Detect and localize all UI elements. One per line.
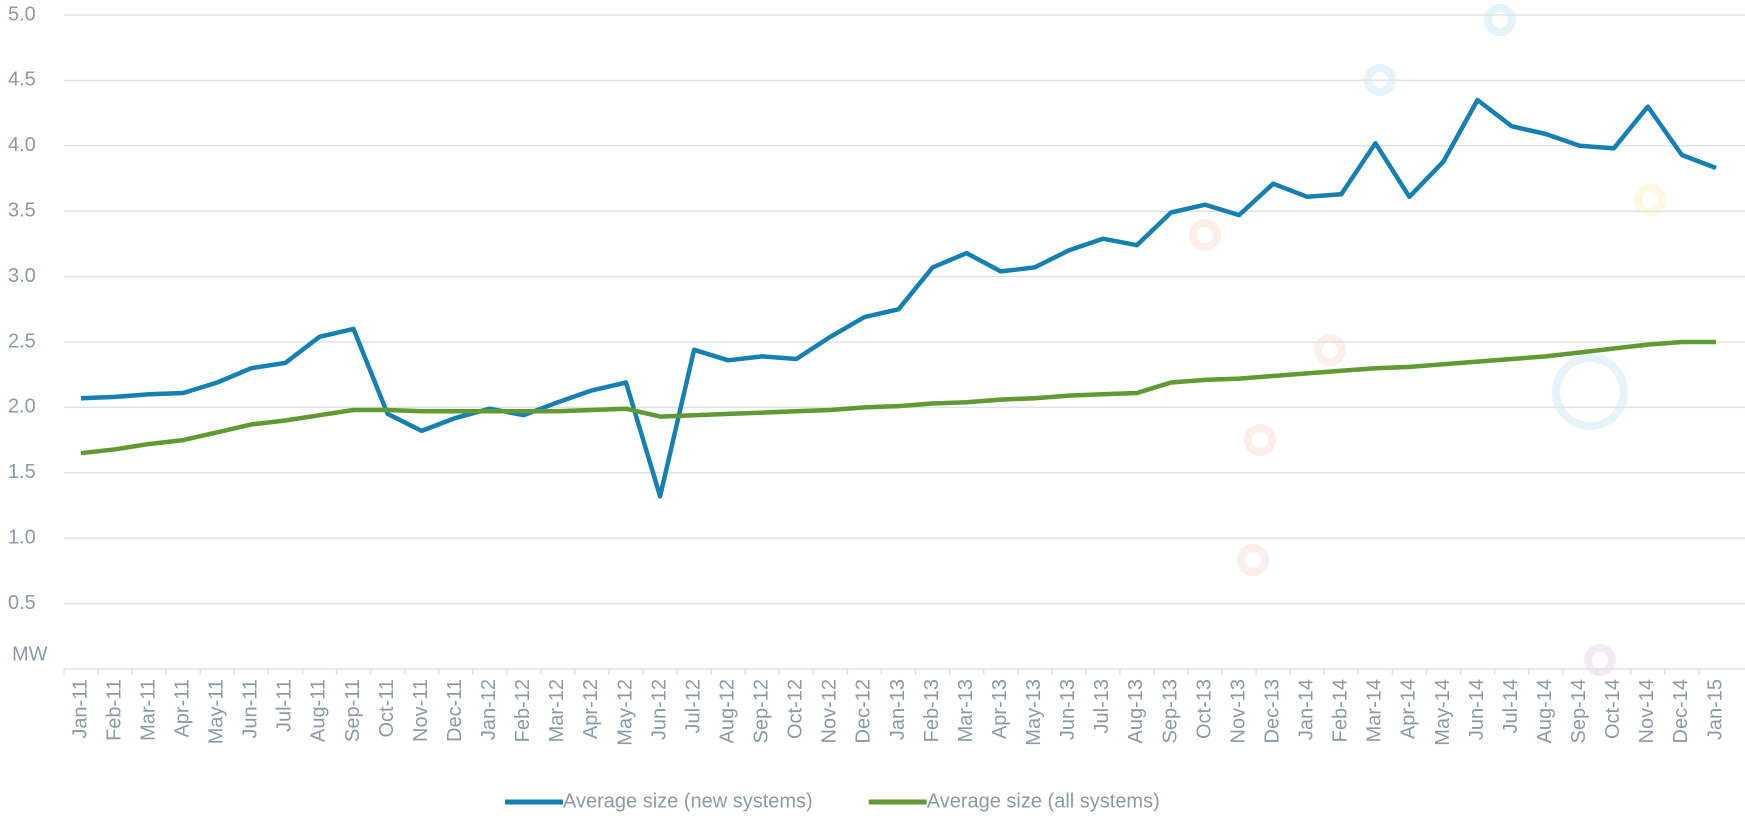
x-tick-label: Oct-13 — [1193, 679, 1215, 739]
y-tick-label: 1.5 — [8, 461, 36, 483]
x-tick-label: Nov-12 — [819, 679, 841, 743]
x-tick-label: Nov-13 — [1227, 679, 1249, 743]
x-tick-label: Jul-14 — [1500, 679, 1522, 733]
x-tick-label: Feb-13 — [921, 679, 943, 742]
x-tick-label: Feb-11 — [103, 679, 125, 741]
y-tick-label: 2.0 — [8, 396, 36, 418]
y-tick-label: 4.5 — [8, 69, 36, 91]
x-tick-label: Jul-13 — [1091, 679, 1113, 733]
x-tick-label: Apr-13 — [989, 679, 1011, 739]
x-tick-label: Aug-14 — [1534, 679, 1556, 744]
x-tick-label: Mar-12 — [546, 679, 568, 742]
x-tick-label: Jan-15 — [1704, 679, 1726, 740]
background-decoration — [1193, 8, 1662, 672]
y-tick-label: 5.0 — [8, 3, 36, 25]
y-tick-label: 4.0 — [8, 134, 36, 156]
x-tick-label: Dec-12 — [853, 679, 875, 743]
y-tick-label: 2.5 — [8, 330, 36, 352]
y-tick-label: 0.5 — [8, 592, 36, 614]
x-tick-label: Mar-13 — [955, 679, 977, 742]
x-tick-label: May-13 — [1023, 679, 1045, 746]
x-tick-label: Jan-13 — [887, 679, 909, 740]
x-tick-label: Feb-14 — [1330, 679, 1352, 742]
x-tick-label: Nov-11 — [410, 679, 432, 742]
x-tick-label: Aug-11 — [308, 679, 330, 742]
x-tick-label: Jan-11 — [69, 679, 91, 739]
x-tick-label: Aug-12 — [716, 679, 738, 744]
x-tick-label: Jun-14 — [1466, 679, 1488, 740]
y-tick-label: 3.5 — [8, 199, 36, 221]
x-tick-label: Apr-11 — [171, 679, 193, 738]
x-tick-label: Sep-11 — [342, 679, 364, 742]
x-tick-label: Nov-14 — [1636, 679, 1658, 743]
x-tick-label: May-14 — [1432, 679, 1454, 746]
y-axis-unit: MW — [12, 643, 48, 665]
chart: MW 0.5 1.0 1.5 2.0 2.5 3.0 3.5 4.0 4.5 5.0 Jan-11 F… — [0, 0, 1745, 818]
x-tick-label: Feb-12 — [512, 679, 534, 742]
x-tick-label: Sep-12 — [751, 679, 773, 744]
x-tick-label: Mar-11 — [137, 679, 159, 741]
x-tick-label: Jan-14 — [1296, 679, 1318, 740]
x-tick-label: May-11 — [206, 679, 228, 744]
x-tick-label: Jun-13 — [1057, 679, 1079, 740]
x-tick-label: Jul-11 — [274, 679, 296, 732]
x-tick-label: Apr-14 — [1398, 679, 1420, 739]
legend-label: Average size (new systems) — [563, 790, 813, 812]
x-tick-label: Jul-12 — [682, 679, 704, 733]
x-tick-label: Sep-14 — [1568, 679, 1590, 744]
legend-label: Average size (all systems) — [927, 790, 1160, 812]
x-tick-label: Mar-14 — [1364, 679, 1386, 742]
y-tick-label: 1.0 — [8, 526, 36, 548]
y-tick-label: 3.0 — [8, 265, 36, 287]
x-tick-label: Dec-13 — [1261, 679, 1283, 743]
x-tick-label: Jun-12 — [648, 679, 670, 740]
x-tick-label: Oct-12 — [785, 679, 807, 739]
x-tick-label: Aug-13 — [1125, 679, 1147, 744]
x-tick-label: Dec-11 — [444, 679, 466, 742]
x-tick-label: Apr-12 — [580, 679, 602, 739]
data-line — [81, 342, 1716, 453]
x-tick-label: Dec-14 — [1670, 679, 1692, 743]
x-tick-label: Jun-11 — [240, 679, 262, 739]
x-tick-label: Sep-13 — [1159, 679, 1181, 744]
data-line — [81, 100, 1716, 496]
x-tick-label: Oct-14 — [1602, 679, 1624, 739]
x-tick-label: Oct-11 — [376, 679, 398, 738]
x-tick-label: Jan-12 — [478, 679, 500, 740]
x-tick-label: May-12 — [614, 679, 636, 746]
